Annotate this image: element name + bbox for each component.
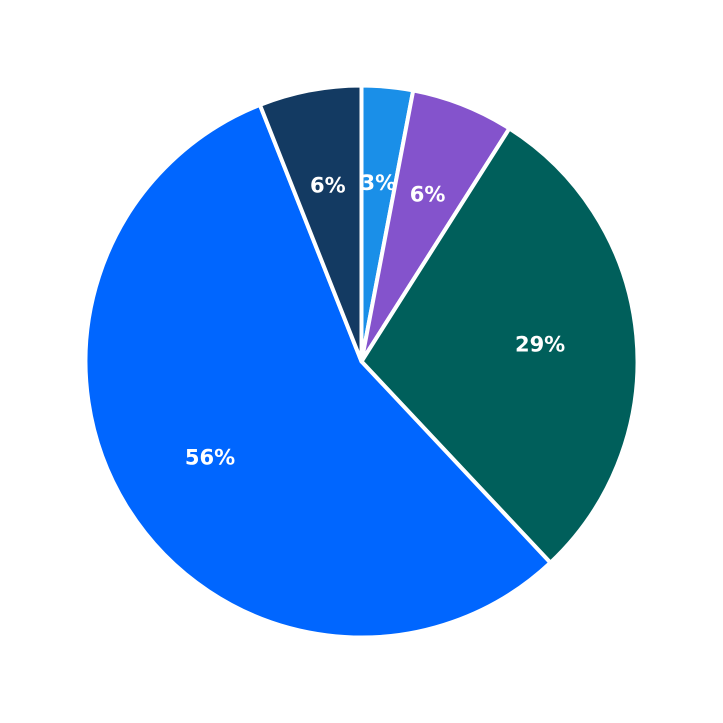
pie-slice-label-1: 6% bbox=[410, 183, 446, 207]
pie-slice-2 bbox=[359, 126, 640, 565]
pie-slice-3 bbox=[83, 102, 553, 640]
pie-slice-label-2: 29% bbox=[515, 333, 565, 357]
pie-slice-label-3: 56% bbox=[185, 446, 235, 470]
pie-labels: 3% 6% 29% 56% 6% bbox=[185, 171, 565, 470]
pie-slice-label-4: 6% bbox=[310, 173, 346, 197]
pie-slice-label-0: 3% bbox=[361, 171, 397, 195]
pie-slices bbox=[83, 83, 640, 640]
pie-slice-4 bbox=[257, 83, 364, 364]
